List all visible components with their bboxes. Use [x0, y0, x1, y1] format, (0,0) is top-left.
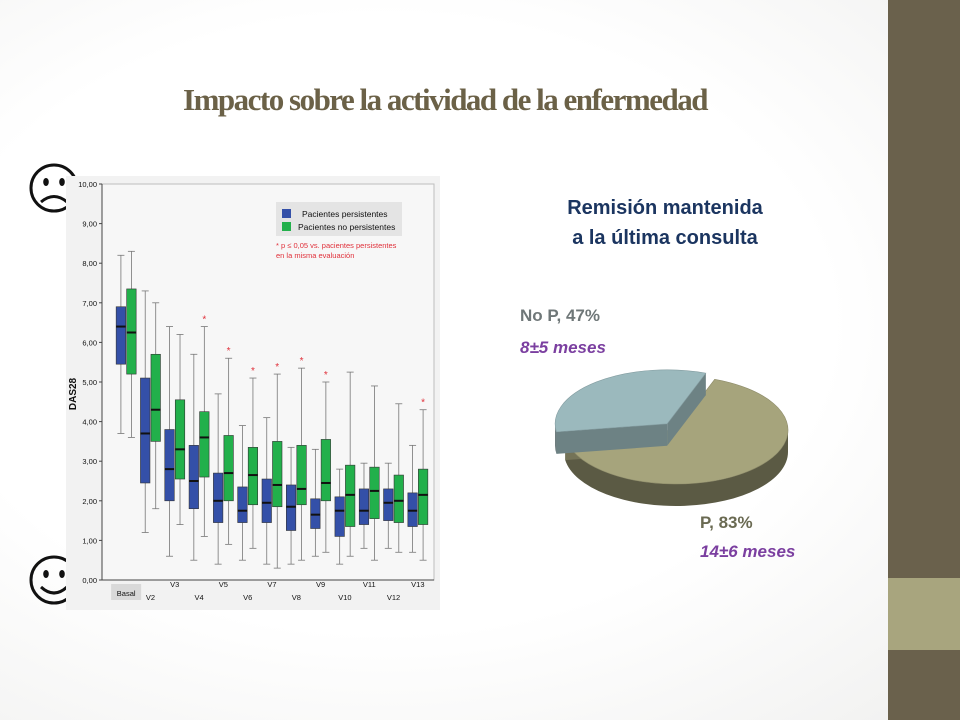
box-v13-persistentes [407, 444, 418, 553]
x-tick-label: V8 [292, 593, 301, 602]
box-v9-no-persistentes [320, 381, 331, 553]
pie-slice-no-p [554, 369, 707, 454]
legend-note-line2: en la misma evaluación [276, 251, 354, 260]
box-v6-persistentes [237, 425, 248, 561]
box-v2-no-persistentes [150, 302, 161, 510]
significance-star: * [202, 315, 206, 326]
y-tick-label: 3,00 [82, 457, 97, 466]
x-tick-label: V6 [243, 593, 252, 602]
x-tick-label: V5 [219, 580, 228, 589]
right-decor-band [888, 0, 960, 720]
y-axis-label: DAS28 [68, 377, 79, 410]
box-v9-persistentes [310, 448, 321, 557]
box-basal-no-persistentes [126, 250, 137, 438]
x-tick-label: V11 [363, 580, 376, 589]
box-v5-persistentes [213, 393, 224, 565]
significance-star: * [324, 370, 328, 381]
x-tick-label: V7 [267, 580, 276, 589]
box-v12-no-persistentes [393, 403, 404, 553]
pie-title-line2: a la última consulta [572, 227, 758, 249]
pie-duration-p: 14±6 meses [700, 542, 796, 561]
remission-pie-chart [554, 369, 789, 506]
legend-label-persistentes: Pacientes persistentes [302, 209, 388, 219]
x-tick-label: V9 [316, 580, 325, 589]
box-v3-persistentes [164, 326, 175, 557]
y-tick-label: 5,00 [82, 378, 97, 387]
box-v11-persistentes [358, 462, 370, 549]
boxplot-legend: Pacientes persistentes Pacientes no pers… [276, 202, 402, 260]
box-v3-no-persistentes [174, 334, 186, 525]
x-tick-label: V4 [194, 593, 203, 602]
box-v7-persistentes [261, 417, 272, 565]
legend-note-line1: * p ≤ 0,05 vs. pacientes persistentes [276, 241, 397, 250]
legend-label-no-persistentes: Pacientes no persistentes [298, 222, 395, 232]
box-v7-no-persistentes [272, 373, 283, 569]
box-basal-persistentes [115, 254, 126, 434]
x-tick-label: V13 [411, 580, 424, 589]
y-tick-label: 7,00 [82, 299, 97, 308]
box-v6-no-persistentes [247, 377, 258, 549]
box-v4-no-persistentes [199, 326, 210, 537]
box-v10-persistentes [334, 468, 345, 565]
significance-star: * [275, 362, 279, 373]
y-tick-label: 2,00 [82, 497, 97, 506]
y-tick-label: 6,00 [82, 338, 97, 347]
significance-star: * [251, 366, 255, 377]
y-tick-label: 10,00 [78, 180, 97, 189]
x-tick-label: V2 [146, 593, 155, 602]
x-tick-label: V10 [338, 593, 351, 602]
pie-title-line1: Remisión mantenida [567, 197, 763, 219]
x-tick-label: V3 [170, 580, 179, 589]
pie-title: Remisión mantenida a la última consulta [520, 193, 810, 253]
y-tick-label: 1,00 [82, 536, 97, 545]
box-v8-persistentes [286, 446, 297, 565]
pie-label-p: P, 83% [700, 513, 753, 532]
y-tick-label: 4,00 [82, 418, 97, 427]
box-v11-no-persistentes [369, 385, 380, 561]
box-v12-persistentes [383, 462, 394, 549]
decor-square [888, 578, 960, 650]
y-tick-label: 0,00 [82, 576, 97, 585]
slide-title: Impacto sobre la actividad de la enferme… [183, 82, 708, 117]
significance-star: * [300, 356, 304, 367]
box-v5-no-persistentes [223, 357, 234, 545]
y-tick-label: 9,00 [82, 220, 97, 229]
y-tick-label: 8,00 [82, 259, 97, 268]
significance-star: * [227, 346, 231, 357]
legend-swatch-persistentes [282, 209, 291, 218]
box-v2-persistentes [140, 290, 151, 533]
box-v13-no-persistentes [418, 409, 429, 561]
x-tick-label: Basal [117, 589, 136, 598]
box-v4-persistentes [188, 353, 199, 561]
box-v10-no-persistentes [345, 371, 356, 557]
significance-star: * [421, 398, 425, 409]
pie-label-no-p: No P, 47% [520, 306, 601, 325]
pie-duration-no-p: 8±5 meses [520, 338, 606, 357]
x-tick-label: V12 [387, 593, 400, 602]
legend-swatch-no-persistentes [282, 222, 291, 231]
box-v8-no-persistentes [296, 367, 307, 561]
das28-boxplot: DAS28 * * * * * * * 0,00 1,00 2,00 3,00 4,00 5,00 6,… [66, 176, 440, 610]
